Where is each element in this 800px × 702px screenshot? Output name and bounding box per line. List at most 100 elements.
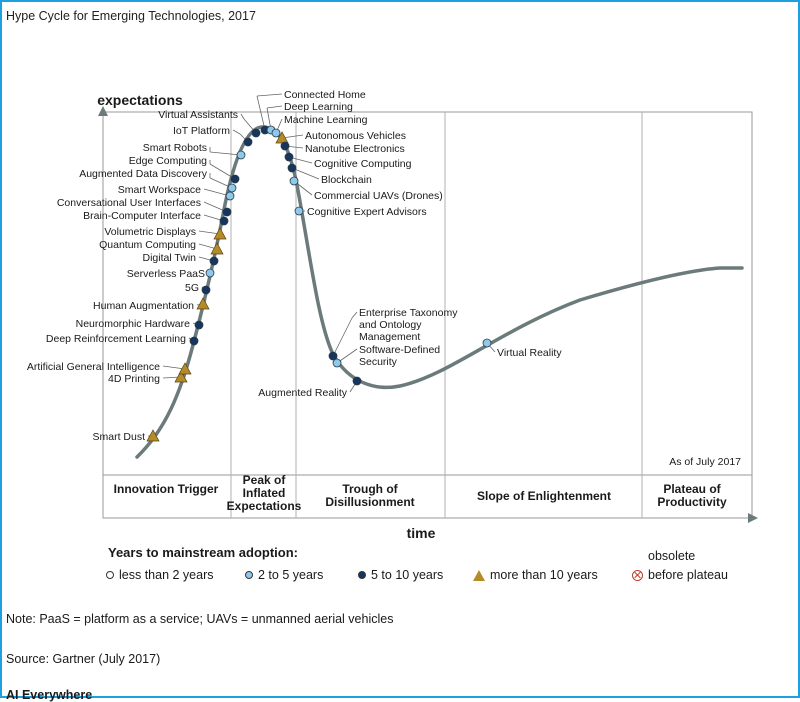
marker-cognitive-computing bbox=[284, 152, 294, 162]
legend-label: 5 to 10 years bbox=[371, 568, 444, 582]
legend-item-obsolete-line1: obsolete bbox=[648, 549, 696, 563]
marker-quantum-computing bbox=[210, 242, 224, 255]
leader-line bbox=[332, 317, 353, 357]
label-autonomous-vehicles: Autonomous Vehicles bbox=[305, 130, 406, 142]
source-line: Source: Gartner (July 2017) bbox=[6, 652, 161, 666]
leader-line bbox=[203, 188, 231, 197]
phase-label: Innovation Trigger bbox=[114, 482, 219, 496]
legend-item-less-than-2-years: less than 2 years bbox=[106, 568, 214, 582]
marker-virtual-assistants bbox=[251, 128, 261, 138]
phase-label: Plateau of Productivity bbox=[657, 482, 727, 509]
label-blockchain: Blockchain bbox=[321, 174, 372, 186]
marker-augmented-reality bbox=[352, 376, 362, 386]
marker-brain-computer-interface bbox=[219, 216, 229, 226]
marker-volumetric-displays bbox=[213, 227, 227, 240]
leader-line bbox=[351, 311, 358, 319]
marker-iot-platform bbox=[243, 137, 253, 147]
leader-line bbox=[209, 163, 236, 180]
leader-line bbox=[281, 134, 304, 139]
label-volumetric-displays: Volumetric Displays bbox=[104, 226, 196, 238]
label-deep-learning: Deep Learning bbox=[284, 101, 353, 113]
legend-label: less than 2 years bbox=[119, 568, 214, 582]
y-axis-arrow bbox=[98, 106, 108, 116]
marker-digital-twin bbox=[209, 256, 219, 266]
marker-machine-learning bbox=[271, 128, 281, 138]
plot-area bbox=[102, 111, 753, 519]
footnote: Note: PaaS = platform as a service; UAVs… bbox=[6, 612, 394, 626]
label-smart-robots: Smart Robots bbox=[143, 142, 207, 154]
label-deep-reinforcement-learning: Deep Reinforcement Learning bbox=[46, 333, 186, 345]
label-edge-computing: Edge Computing bbox=[129, 155, 207, 167]
label-virtual-assistants: Virtual Assistants bbox=[158, 109, 238, 121]
label-cognitive-computing: Cognitive Computing bbox=[314, 158, 412, 170]
chart-title: Hype Cycle for Emerging Technologies, 20… bbox=[6, 9, 256, 23]
legend-title: Years to mainstream adoption: bbox=[108, 545, 298, 560]
legend-item-obsolete: before plateau bbox=[632, 568, 728, 582]
hype-cycle-chart: expectations time As of July 2017 Innovatio… bbox=[27, 89, 758, 541]
leader-line bbox=[198, 230, 221, 235]
phase-label: Slope of Enlightenment bbox=[477, 489, 611, 503]
label-neuromorphic-hardware: Neuromorphic Hardware bbox=[76, 318, 191, 330]
label-augmented-reality: Augmented Reality bbox=[258, 387, 347, 399]
phase-label: Trough of Disillusionment bbox=[325, 482, 414, 509]
label-digital-twin: Digital Twin bbox=[143, 252, 197, 264]
label-4d-printing: 4D Printing bbox=[108, 373, 160, 385]
leader-line bbox=[162, 365, 186, 370]
x-axis-arrow bbox=[748, 513, 758, 523]
white-circle-icon bbox=[106, 571, 114, 579]
leader-line bbox=[256, 93, 283, 97]
leader-line bbox=[266, 105, 283, 109]
marker-software-defined-security bbox=[332, 358, 342, 368]
label-artificial-general-intelligence: Artificial General Intelligence bbox=[27, 361, 160, 373]
leader-line bbox=[209, 151, 242, 156]
legend-item-more-than-10-years: more than 10 years bbox=[473, 568, 598, 582]
label-cognitive-expert-advisors: Cognitive Expert Advisors bbox=[307, 206, 427, 218]
phase-label: Peak of Inflated Expectations bbox=[227, 473, 302, 513]
marker-cognitive-expert-advisors bbox=[294, 206, 304, 216]
legend-label: 2 to 5 years bbox=[258, 568, 324, 582]
dark-blue-circle-icon bbox=[358, 571, 366, 579]
leader-line bbox=[240, 113, 245, 120]
leader-line bbox=[256, 95, 266, 131]
y-axis-label: expectations bbox=[97, 92, 183, 108]
as-of-label: As of July 2017 bbox=[669, 456, 741, 468]
legend-label: before plateau bbox=[648, 568, 728, 582]
marker-commercial-uavs-drones bbox=[289, 176, 299, 186]
marker-blockchain bbox=[287, 163, 297, 173]
marker-enterprise-taxonomy-and-ontology-management bbox=[328, 351, 338, 361]
triangle-icon bbox=[473, 569, 485, 581]
label-iot-platform: IoT Platform bbox=[173, 125, 230, 137]
section-heading: AI Everywhere bbox=[6, 688, 93, 702]
label-connected-home: Connected Home bbox=[284, 89, 366, 101]
marker-serverless-paas bbox=[205, 268, 215, 278]
marker-5g bbox=[201, 285, 211, 295]
obsolete-x-icon bbox=[632, 569, 643, 581]
light-blue-circle-icon bbox=[245, 571, 253, 579]
marker-smart-robots bbox=[236, 150, 246, 160]
label-brain-computer-interface: Brain-Computer Interface bbox=[83, 210, 201, 222]
label-machine-learning: Machine Learning bbox=[284, 114, 368, 126]
marker-virtual-reality bbox=[482, 338, 492, 348]
label-serverless-paas: Serverless PaaS bbox=[127, 268, 205, 280]
marker-augmented-data-discovery bbox=[227, 183, 237, 193]
marker-deep-reinforcement-learning bbox=[189, 336, 199, 346]
label-commercial-uavs-drones: Commercial UAVs (Drones) bbox=[314, 190, 443, 202]
label-virtual-reality: Virtual Reality bbox=[497, 347, 562, 359]
legend-label: more than 10 years bbox=[490, 568, 598, 582]
marker-human-augmentation bbox=[196, 297, 210, 310]
label-enterprise-taxonomy-and-ontology-management: Enterprise Taxonomy and Ontology Managemen… bbox=[359, 307, 458, 343]
legend: Years to mainstream adoption: less than … bbox=[106, 545, 788, 595]
leader-line bbox=[232, 129, 241, 135]
label-augmented-data-discovery: Augmented Data Discovery bbox=[79, 168, 208, 180]
marker-edge-computing bbox=[230, 174, 240, 184]
label-nanotube-electronics: Nanotube Electronics bbox=[305, 143, 405, 155]
label-human-augmentation: Human Augmentation bbox=[93, 300, 194, 312]
legend-item-5-to-10-years: 5 to 10 years bbox=[358, 568, 443, 582]
marker-artificial-general-intelligence bbox=[178, 362, 192, 375]
legend-item-2-to-5-years: 2 to 5 years bbox=[245, 568, 323, 582]
marker-conversational-user-interfaces bbox=[222, 207, 232, 217]
marker-smart-workspace bbox=[225, 191, 235, 201]
marker-nanotube-electronics bbox=[280, 141, 290, 151]
label-smart-dust: Smart Dust bbox=[92, 431, 145, 443]
